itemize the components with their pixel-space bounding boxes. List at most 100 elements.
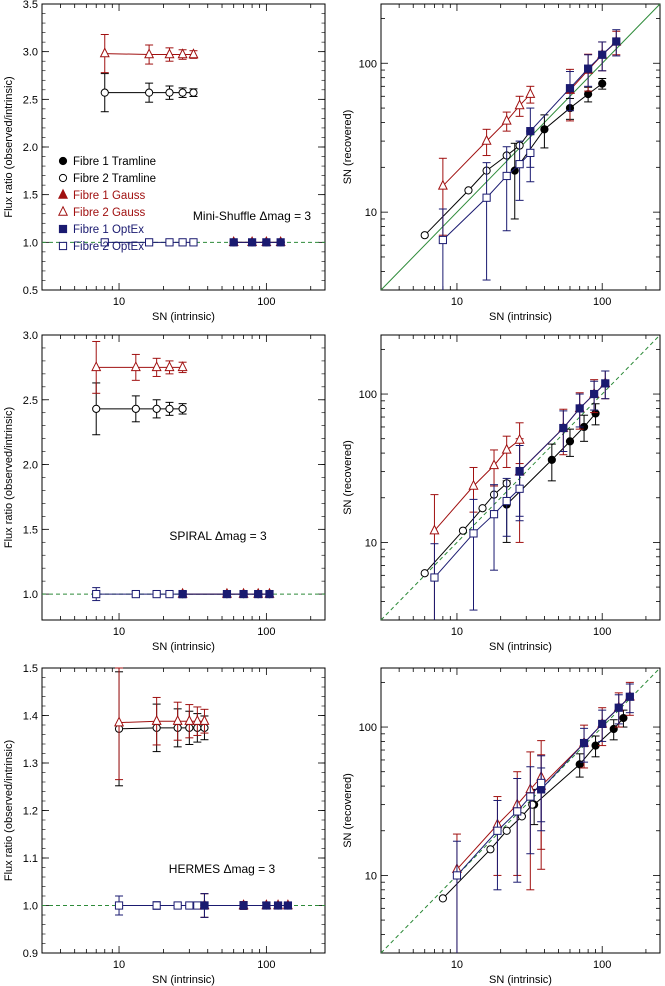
legend-marker	[57, 205, 69, 216]
series	[92, 382, 187, 436]
data-point	[489, 510, 499, 519]
data-point	[100, 88, 109, 97]
data-point	[173, 901, 182, 910]
data-point	[482, 193, 491, 202]
data-point	[131, 589, 140, 599]
data-point	[469, 529, 478, 538]
series	[91, 340, 188, 394]
data-point	[513, 807, 522, 816]
data-point	[493, 826, 502, 835]
data-point	[514, 99, 525, 110]
x-tick-label: 100	[593, 296, 611, 308]
data-point	[151, 714, 162, 725]
data-point	[188, 48, 199, 59]
series	[438, 800, 537, 903]
data-point	[144, 48, 155, 59]
y-tick-label: 0.9	[23, 948, 38, 960]
data-point	[468, 479, 479, 490]
y-tick-label: 1.0	[23, 589, 38, 601]
y-tick-label: 1.3	[23, 758, 38, 770]
panel-mini-shuffle-ratio: 10 100 SN (intrinsic) 0.5 1.0 1.5 2.0 2.5 3.0 3.5…	[3, 0, 326, 323]
data-point	[92, 404, 101, 413]
x-tick-label: 10	[113, 959, 125, 971]
panel-hermes-sn: 10 100 SN (intrinsic) 10 100 SN (recovered)	[342, 667, 661, 986]
panel-spiral-sn: 10 100 SN (intrinsic) 10 100 SN (recovered)	[342, 334, 661, 653]
data-point	[178, 88, 187, 97]
y-tick-label: 1.0	[23, 901, 38, 913]
plot-frame	[41, 334, 326, 621]
data-point	[165, 589, 174, 599]
y-tick-label: 2.5	[23, 395, 38, 407]
legend-label: Fibre 1 Gauss	[73, 190, 145, 202]
x-axis-label: SN (intrinsic)	[489, 311, 552, 323]
data-point	[584, 90, 593, 99]
series	[178, 589, 274, 599]
data-point	[598, 50, 607, 59]
y-tick-label: 1.0	[23, 237, 38, 249]
y-tick-label: 3.0	[23, 330, 38, 342]
y-tick-label: 100	[359, 722, 377, 734]
legend: Fibre 1 Tramline Fibre 2 Tramline Fibre 1 …	[57, 156, 156, 253]
data-point	[438, 894, 447, 903]
data-point	[165, 404, 174, 413]
legend-marker	[58, 224, 68, 234]
y-tick-label: 3.0	[23, 47, 38, 59]
data-point	[276, 238, 285, 247]
legend-marker	[57, 188, 69, 199]
data-point	[559, 423, 568, 433]
y-tick-label: 2.0	[23, 460, 38, 472]
data-point	[100, 238, 109, 247]
data-point	[528, 800, 537, 809]
data-point	[502, 826, 511, 835]
y-axis-label: Flux ratio (observed/intrinsic)	[3, 407, 15, 548]
data-point	[579, 738, 589, 748]
x-axis-label: SN (intrinsic)	[152, 311, 215, 323]
series	[438, 132, 535, 290]
data-point	[239, 589, 248, 599]
data-point	[437, 179, 448, 190]
x-axis-label: SN (intrinsic)	[152, 641, 215, 653]
data-point	[565, 84, 575, 93]
data-point	[464, 186, 473, 195]
data-point	[575, 404, 584, 413]
data-point	[177, 48, 188, 59]
data-point	[565, 437, 575, 446]
data-point	[178, 589, 187, 599]
y-tick-label: 1.4	[23, 711, 38, 723]
y-tick-label: 1.5	[23, 190, 38, 202]
data-point	[478, 504, 487, 513]
data-point	[502, 171, 511, 181]
data-point	[131, 404, 140, 413]
series-line	[569, 41, 617, 91]
data-point	[598, 79, 607, 88]
data-point	[430, 573, 439, 582]
data-point	[514, 433, 525, 444]
data-point	[625, 692, 634, 701]
panel-hermes-ratio: 10 100 SN (intrinsic) 0.9 1.0 1.1 1.2 1.3 1.4 1.5…	[3, 663, 326, 986]
data-point	[229, 238, 238, 247]
data-point	[609, 724, 618, 734]
data-point	[420, 569, 429, 578]
data-point	[526, 792, 535, 801]
data-point	[152, 589, 161, 599]
data-point	[151, 361, 162, 372]
x-tick-label: 10	[113, 296, 125, 308]
plot-frame	[380, 334, 661, 621]
data-point	[489, 459, 500, 470]
data-point	[526, 148, 535, 157]
x-tick-label: 100	[593, 959, 611, 971]
data-point	[420, 231, 429, 240]
series	[429, 422, 525, 620]
y-tick-label: 3.5	[23, 0, 38, 11]
data-point	[438, 235, 447, 245]
y-axis-label: SN (recovered)	[342, 773, 354, 848]
y-tick-label: 1.1	[23, 853, 38, 865]
series	[451, 740, 547, 953]
data-point	[165, 88, 174, 97]
data-point	[114, 901, 124, 910]
y-tick-label: 2.5	[23, 94, 38, 106]
x-tick-label: 100	[257, 296, 275, 308]
y-tick-label: 1.2	[23, 806, 38, 818]
legend-marker	[58, 241, 68, 251]
